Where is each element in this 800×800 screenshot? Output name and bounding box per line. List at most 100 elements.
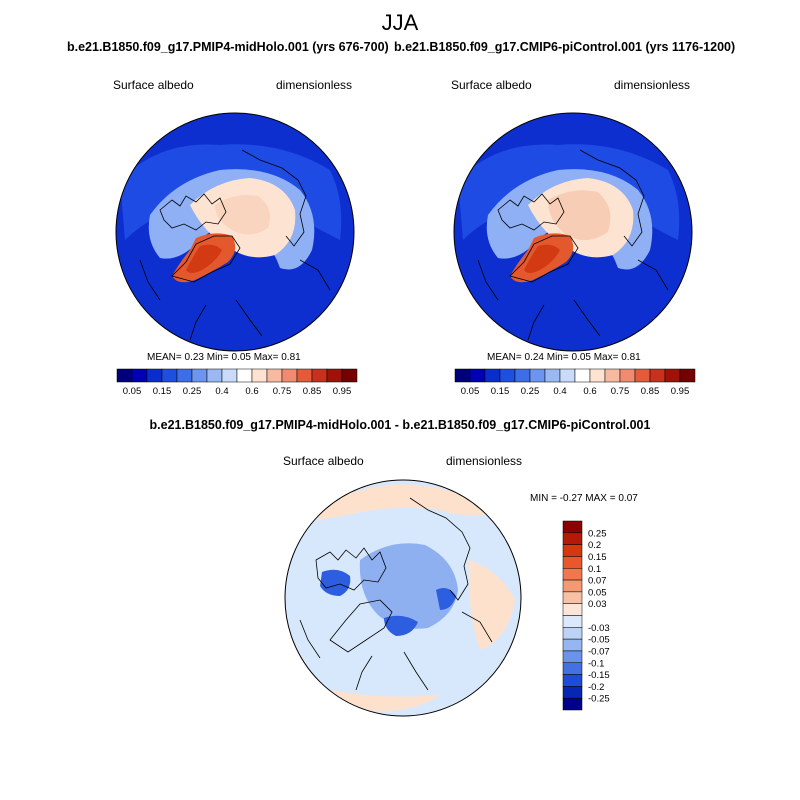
panel1-colorbar-swatch	[311, 368, 328, 383]
panel2-sea-ice-core	[548, 190, 611, 241]
panel2-colorbar-swatch	[484, 368, 501, 383]
diff-colorbar-swatch	[562, 579, 583, 593]
panel2-coastline-a	[497, 193, 565, 231]
panel2-colorbar-swatch	[589, 368, 606, 383]
panel2-colorbar-swatch	[469, 368, 486, 383]
panel1-colorbar-swatch	[341, 368, 358, 383]
diff-colorbar-swatch	[562, 556, 583, 569]
panel2-colorbar: 0.05 0.15 0.25 0.4 0.6 0.75 0.85 0.95	[454, 368, 696, 397]
panel2-colorbar-tick-label: 0.95	[671, 386, 690, 397]
panel2-stats: MEAN= 0.24 Min= 0.05 Max= 0.81	[487, 352, 641, 363]
diff-colorbar-swatch	[562, 603, 583, 616]
panel2-colorbar-tick-label: 0.15	[491, 386, 510, 397]
diff-colorbar-tick-label: -0.1	[588, 658, 604, 669]
panel1-colorbar-swatch	[131, 368, 148, 383]
panel2-colorbar-swatch	[454, 368, 471, 383]
diff-colorbar-tick-label: 0.2	[588, 540, 601, 551]
diff-colorbar-tick-label: 0.03	[588, 599, 607, 610]
panel2-coastline-b	[509, 235, 579, 283]
panel2-coastline-c	[477, 149, 669, 341]
diff-coastline-b	[329, 599, 393, 653]
season-title: JJA	[381, 10, 419, 35]
diff-colorbar-swatch	[562, 650, 583, 663]
diff-stats: MIN = -0.27 MAX = 0.07	[530, 493, 638, 504]
diff-colorbar-swatch	[562, 532, 583, 545]
panel1-stats: MEAN= 0.23 Min= 0.05 Max= 0.81	[147, 352, 301, 363]
panel1-colorbar-tick-label: 0.75	[273, 386, 292, 397]
panel1-sea-ice-core	[215, 195, 271, 235]
panel2-variable-label: Surface albedo	[451, 78, 532, 92]
diff-colorbar-tick-label: 0.25	[588, 528, 607, 539]
panel2-greenland-core	[524, 244, 560, 273]
panel1-colorbar-tick-label: 0.15	[153, 386, 172, 397]
diff-coastline-a	[315, 547, 387, 591]
diff-strong-decrease-c	[436, 588, 456, 610]
panel2-colorbar-tick-label: 0.6	[583, 386, 596, 397]
diff-colorbar-swatch	[562, 627, 583, 640]
diff-colorbar-swatch	[562, 591, 583, 604]
diff-frame	[284, 479, 522, 717]
diff-colorbar-tick-label: -0.15	[588, 670, 610, 681]
panel2-colorbar-swatch	[604, 368, 621, 383]
panel2-colorbar-swatch	[544, 368, 561, 383]
diff-colorbar-tick-label: -0.05	[588, 635, 610, 646]
panel2-colorbar-tick-label: 0.25	[521, 386, 540, 397]
diff-colorbar-tick-label: 0.1	[588, 564, 601, 575]
panel1-variable-label: Surface albedo	[113, 78, 194, 92]
panel1-colorbar-swatch	[221, 368, 238, 383]
diff-map	[284, 479, 522, 717]
diff-colorbar-swatch	[562, 638, 583, 652]
panel2-colorbar-swatch	[514, 368, 531, 383]
diff-colorbar-tick-label: 0.07	[588, 576, 607, 587]
panel1-colorbar-tick-label: 0.95	[333, 386, 352, 397]
diff-colorbar: 0.250.20.150.10.070.050.03 -0.03-0.05-0.0…	[562, 520, 610, 711]
panel1-colorbar-swatch	[326, 368, 343, 383]
diff-colorbar-swatch	[562, 662, 583, 675]
panel1-units-label: dimensionless	[276, 78, 353, 92]
panel1-colorbar-swatch	[206, 368, 223, 383]
diff-colorbar-swatch	[562, 697, 583, 711]
panel2-frame	[453, 112, 693, 352]
diff-colorbar-tick-label: -0.25	[588, 694, 610, 705]
panel1-colorbar-swatch	[236, 368, 253, 383]
diff-colorbar-tick-label: 0.05	[588, 587, 607, 598]
panel2-colorbar-swatch	[574, 368, 591, 383]
diff-colorbar-tick-label: -0.2	[588, 682, 604, 693]
panel1-colorbar-swatch	[161, 368, 178, 383]
panel1-colorbar-swatch	[146, 368, 163, 383]
diff-title: b.e21.B1850.f09_g17.PMIP4-midHolo.001 - …	[149, 418, 651, 432]
panel1-colorbar-tick-label: 0.25	[183, 386, 202, 397]
panel1-greenland-core	[186, 244, 222, 273]
panel1-coastline-b	[171, 235, 241, 283]
panel2-colorbar-swatch	[499, 368, 516, 383]
diff-colorbar-swatch	[562, 544, 583, 557]
panel1-colorbar-swatch	[191, 368, 208, 383]
panel1-colorbar-swatch	[116, 368, 133, 383]
panel1-frame	[115, 112, 355, 352]
diff-colorbar-swatch	[562, 686, 583, 699]
panel2-colorbar-swatch	[619, 368, 636, 383]
panel2-title: b.e21.B1850.f09_g17.CMIP6-piControl.001 …	[392, 40, 736, 54]
diff-variable-label: Surface albedo	[283, 454, 364, 468]
panel2-map	[453, 112, 693, 352]
panel2-colorbar-swatch	[649, 368, 666, 383]
panel1-colorbar: 0.05 0.15 0.25 0.4 0.6 0.75 0.85 0.95	[116, 368, 358, 397]
panel2-colorbar-tick-label: 0.4	[553, 386, 566, 397]
panel2-colorbar-tick-label: 0.85	[641, 386, 660, 397]
panel1-map	[115, 112, 355, 352]
panel2-colorbar-tick-label: 0.05	[461, 386, 480, 397]
panel2-colorbar-swatch	[634, 368, 651, 383]
diff-units-label: dimensionless	[446, 454, 523, 468]
panel2-colorbar-swatch	[529, 368, 546, 383]
diff-strong-decrease-b	[384, 615, 418, 636]
panel2-colorbar-swatch	[664, 368, 681, 383]
panel1-coastline-c	[139, 149, 331, 341]
diff-coastline-c	[299, 497, 493, 691]
panel1-colorbar-swatch	[176, 368, 193, 383]
diff-colorbar-swatch	[562, 615, 583, 628]
diff-strong-decrease-a	[320, 569, 351, 596]
diff-colorbar-swatch	[562, 674, 583, 687]
panel1-colorbar-tick-label: 0.4	[215, 386, 228, 397]
diff-colorbar-tick-label: -0.03	[588, 623, 610, 634]
